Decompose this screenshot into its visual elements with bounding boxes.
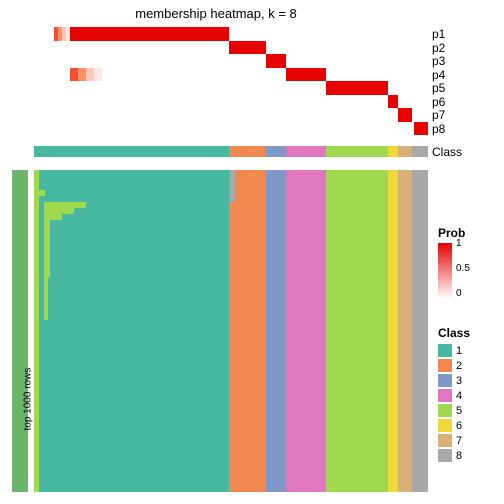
sampling-column xyxy=(266,170,286,492)
class-segment xyxy=(326,146,388,157)
class-swatch xyxy=(438,434,452,447)
sampling-accent xyxy=(34,170,39,492)
class-swatch xyxy=(438,449,452,462)
class-legend-label: 4 xyxy=(456,390,462,402)
sampling-column xyxy=(388,170,398,492)
class-legend-label: 2 xyxy=(456,360,462,372)
class-legend-row: 6 xyxy=(438,418,470,433)
class-legend-label: 5 xyxy=(456,405,462,417)
class-legend-items: 1 2 3 4 5 6 7 8 xyxy=(438,343,470,463)
membership-row xyxy=(34,54,428,68)
membership-row-label: p4 xyxy=(432,68,445,82)
class-legend-row: 7 xyxy=(438,433,470,448)
class-segment xyxy=(398,146,412,157)
sampling-column xyxy=(398,170,412,492)
class-swatch xyxy=(438,359,452,372)
sampling-accent xyxy=(39,190,45,196)
class-annotation-bar xyxy=(34,146,428,157)
membership-row xyxy=(34,68,428,82)
membership-row-label: p8 xyxy=(432,122,445,136)
membership-row-label: p1 xyxy=(432,27,445,41)
class-swatch xyxy=(438,374,452,387)
class-legend-row: 1 xyxy=(438,343,470,358)
class-legend-label: 1 xyxy=(456,345,462,357)
sampling-column xyxy=(412,170,428,492)
class-legend: Class 1 2 3 4 5 6 7 8 xyxy=(438,326,470,463)
sampling-panel: 50 x 1 random samplings top 1000 rows xyxy=(0,170,504,492)
membership-row xyxy=(34,95,428,109)
class-legend-row: 8 xyxy=(438,448,470,463)
class-segment xyxy=(34,146,229,157)
class-swatch xyxy=(438,344,452,357)
class-segment xyxy=(412,146,428,157)
class-legend-label: 6 xyxy=(456,420,462,432)
class-swatch xyxy=(438,389,452,402)
membership-row xyxy=(34,122,428,136)
membership-row-label: p3 xyxy=(432,54,445,68)
prob-tick: 0 xyxy=(456,288,462,299)
plot-title: membership heatmap, k = 8 xyxy=(0,6,432,21)
prob-gradient xyxy=(438,243,452,299)
membership-heatmap xyxy=(34,27,428,145)
class-segment xyxy=(266,146,286,157)
class-legend-label: 3 xyxy=(456,375,462,387)
class-legend-label: 7 xyxy=(456,435,462,447)
class-bar-label: Class xyxy=(432,145,462,159)
sampling-column xyxy=(34,170,229,492)
sampling-heatmap xyxy=(34,170,428,492)
class-legend-label: 8 xyxy=(456,450,462,462)
sampling-accent xyxy=(44,278,48,320)
sampling-column xyxy=(286,170,326,492)
class-legend-title: Class xyxy=(438,326,470,340)
sampling-column xyxy=(229,170,266,492)
membership-row-label: p6 xyxy=(432,95,445,109)
prob-ticks: 10.50 xyxy=(456,243,486,299)
membership-row-label: p7 xyxy=(432,108,445,122)
membership-row xyxy=(34,41,428,55)
membership-row-label: p2 xyxy=(432,41,445,55)
top-1000-rows-label: top 1000 rows xyxy=(23,368,34,431)
prob-tick: 1 xyxy=(456,238,462,249)
sampling-annotation-bar xyxy=(12,170,28,492)
class-legend-row: 4 xyxy=(438,388,470,403)
sampling-column xyxy=(326,170,388,492)
class-legend-row: 2 xyxy=(438,358,470,373)
sampling-accent xyxy=(230,170,235,202)
membership-row xyxy=(34,27,428,41)
prob-legend: Prob 10.50 xyxy=(438,226,465,299)
membership-row-label: p5 xyxy=(432,81,445,95)
membership-row xyxy=(34,81,428,95)
class-segment xyxy=(388,146,398,157)
class-legend-row: 3 xyxy=(438,373,470,388)
prob-tick: 0.5 xyxy=(456,263,470,274)
class-legend-row: 5 xyxy=(438,403,470,418)
class-swatch xyxy=(438,419,452,432)
class-swatch xyxy=(438,404,452,417)
sampling-accent xyxy=(44,220,50,278)
class-segment xyxy=(229,146,266,157)
membership-row xyxy=(34,108,428,122)
class-segment xyxy=(286,146,326,157)
